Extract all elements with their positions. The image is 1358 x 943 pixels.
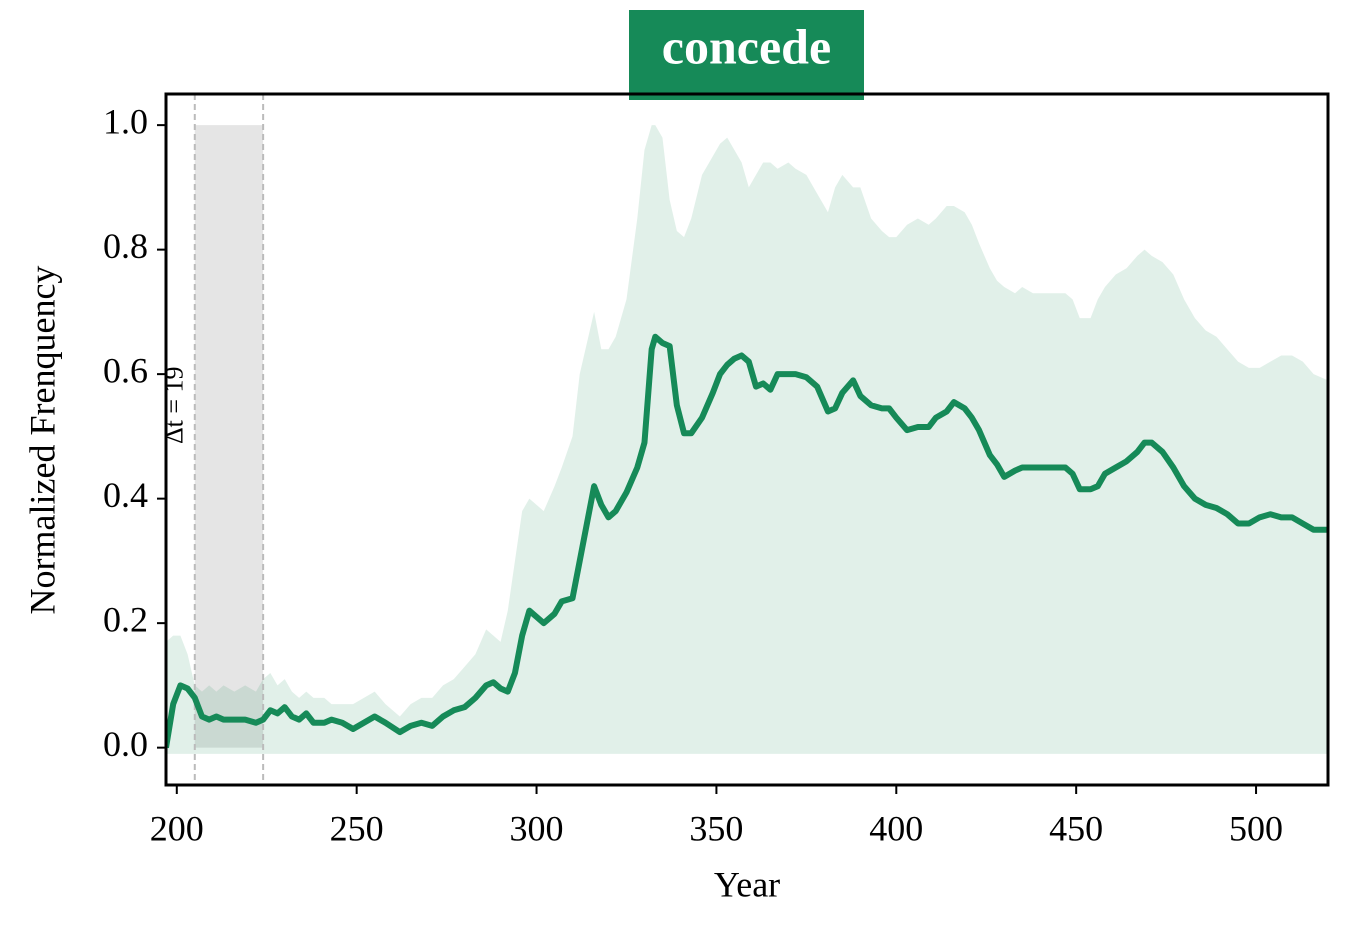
y-tick-label: 0.8 — [103, 226, 148, 266]
line — [166, 333, 1328, 749]
confidence-band — [166, 125, 1328, 754]
title-box — [629, 10, 864, 100]
annotation: Δt = 19 — [160, 366, 189, 444]
plot-frame — [164, 92, 1330, 787]
y-tick-label: 0.4 — [103, 475, 148, 515]
x-tick-label: 200 — [150, 808, 204, 848]
y-tick-label: 1.0 — [103, 101, 148, 141]
x-tick-label: 500 — [1229, 808, 1283, 848]
x-tick-label: 400 — [869, 808, 923, 848]
y-axis-label: Normalized Frenquency — [22, 266, 62, 615]
y-tick-label: 0.0 — [103, 724, 148, 764]
y-tick-label: 0.2 — [103, 599, 148, 639]
x-tick-label: 450 — [1049, 808, 1103, 848]
chart-title: concede — [662, 18, 831, 74]
y-tick-label: 0.6 — [103, 350, 148, 390]
x-axis-label: Year — [714, 864, 780, 904]
x-tick-label: 350 — [689, 808, 743, 848]
shade-region — [194, 125, 264, 748]
x-tick-label: 250 — [330, 808, 384, 848]
x-tick-label: 300 — [510, 808, 564, 848]
